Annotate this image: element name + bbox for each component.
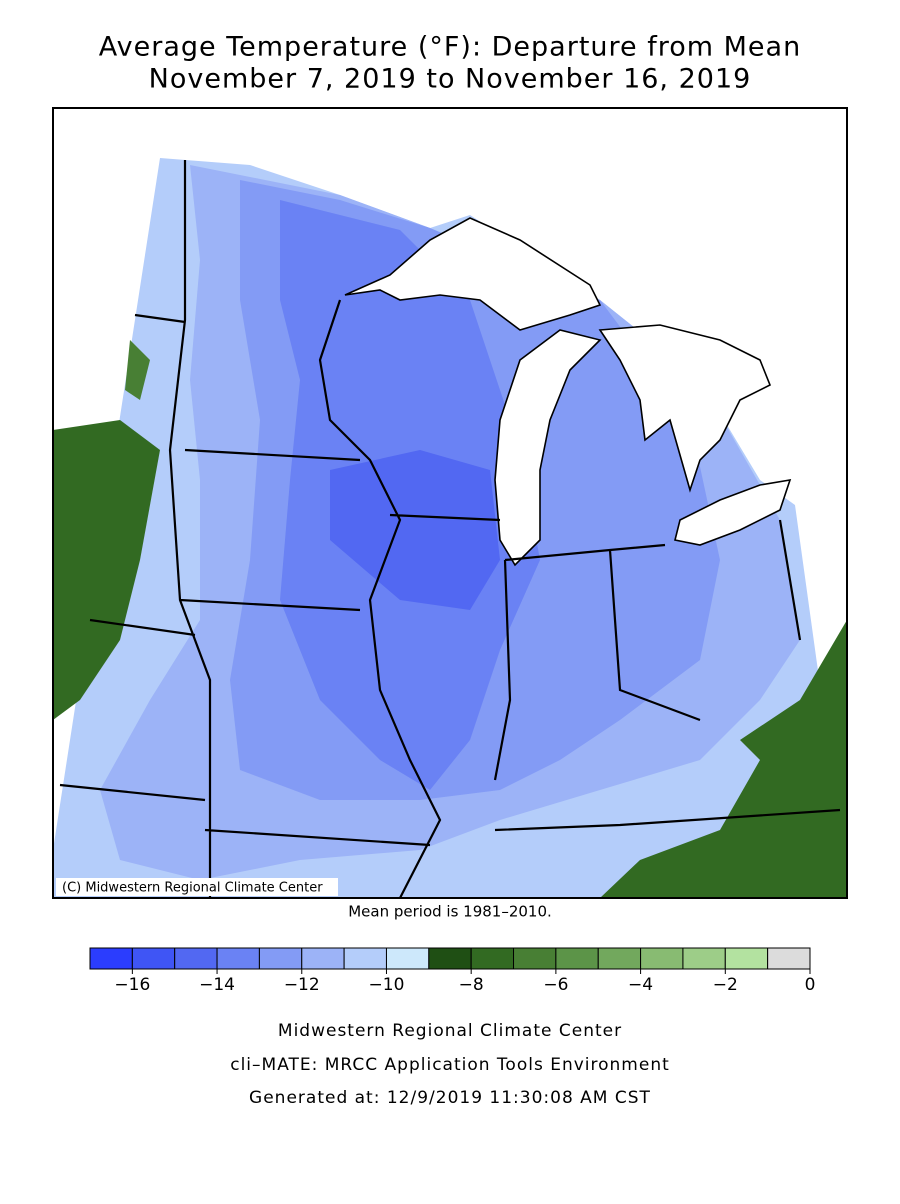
legend-swatch (640, 947, 684, 970)
legend-swatch (513, 947, 557, 970)
map: (C) Midwestern Regional Climate Center (52, 107, 848, 899)
state-borders (59, 160, 841, 898)
legend-tick-label: 0 (805, 975, 816, 995)
legend-swatch (597, 947, 642, 970)
legend-tick-label: −12 (284, 975, 320, 995)
mean-note: Mean period is 1981–2010. (348, 903, 552, 921)
legend-swatch (174, 947, 218, 970)
footer-line: Generated at: 12/9/2019 11:30:08 AM CST (249, 1088, 651, 1108)
legend-tick-label: −16 (114, 975, 150, 995)
legend-swatch (343, 947, 387, 970)
legend-swatch (385, 947, 430, 970)
legend-swatch (428, 947, 472, 970)
legend-swatch (216, 947, 260, 970)
legend-tick-label: −4 (628, 975, 653, 995)
legend-tick-label: −2 (713, 975, 738, 995)
footer-line: cli–MATE: MRCC Application Tools Environ… (230, 1055, 670, 1075)
footer-line: Midwestern Regional Climate Center (278, 1021, 622, 1041)
lake-superior (344, 217, 602, 331)
subtitle: November 7, 2019 to November 16, 2019 (149, 64, 752, 95)
region-field (330, 450, 500, 610)
legend-tick-label: −10 (369, 975, 405, 995)
credit: (C) Midwestern Regional Climate Center (62, 881, 323, 896)
legend-swatch (131, 947, 176, 970)
legend-swatch (301, 947, 345, 970)
legend: −16 −14 −12 −10 −8 −6 −4 −2 0 (89, 947, 816, 995)
legend-swatch (682, 947, 726, 970)
region-field (125, 340, 150, 400)
map-frame (52, 107, 848, 899)
legend-swatch (767, 947, 811, 970)
legend-swatch (89, 947, 133, 970)
legend-swatch (470, 947, 515, 970)
title: Average Temperature (°F): Departure from… (99, 32, 801, 63)
legend-tick-label: −8 (459, 975, 484, 995)
legend-swatch (724, 947, 769, 970)
region-field (53, 420, 160, 720)
lake-erie (674, 478, 792, 546)
lake-michigan (494, 329, 602, 567)
legend-tick-label: −6 (543, 975, 568, 995)
legend-tick-label: −14 (199, 975, 235, 995)
legend-swatch (258, 947, 303, 970)
legend-swatch (555, 947, 599, 970)
credit-box (56, 878, 338, 896)
region-field (600, 620, 847, 898)
lake-huron (598, 324, 772, 493)
